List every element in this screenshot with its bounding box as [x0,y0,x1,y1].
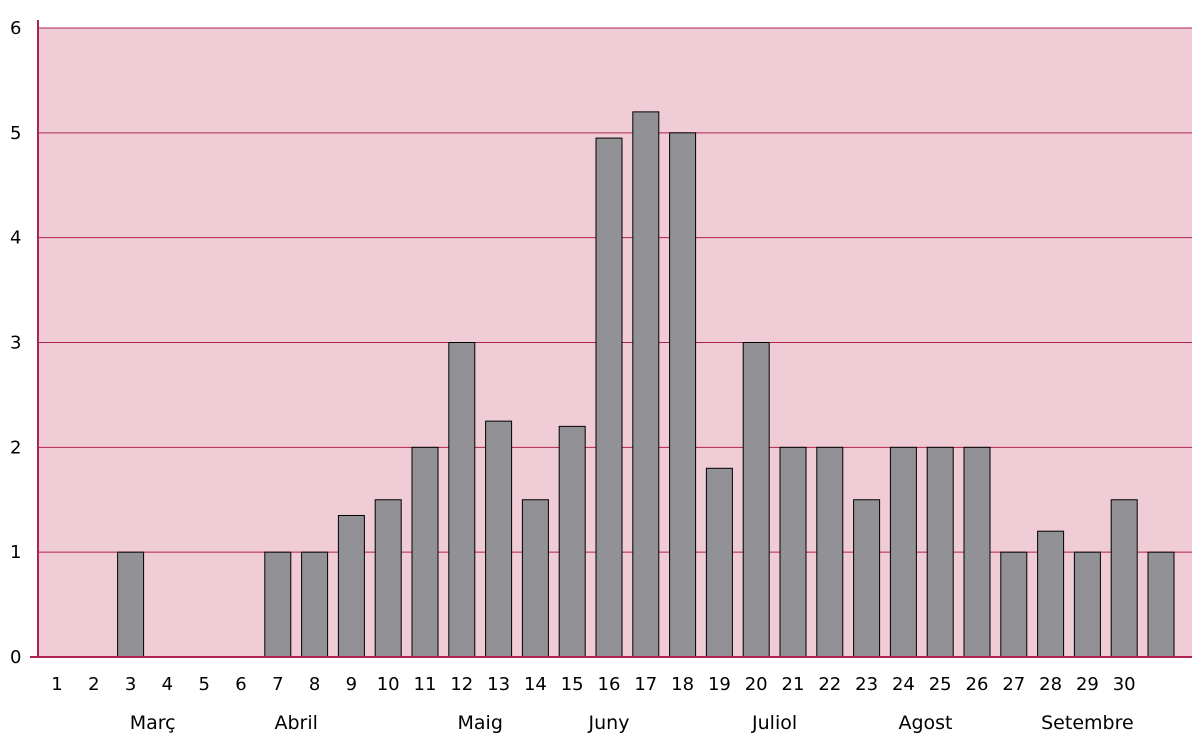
bar [448,342,476,658]
bar [669,132,697,658]
bars [117,111,1175,658]
x-tick-label: 6 [235,674,246,695]
x-tick-label: 27 [1002,674,1025,695]
bar [963,446,991,658]
x-tick-label: 12 [450,674,473,695]
x-tick-label: 10 [377,674,400,695]
x-tick-label: 3 [125,674,136,695]
bar [595,137,623,658]
bar [816,446,844,658]
bar [521,499,549,658]
y-tick-label: 4 [10,228,21,249]
x-tick-label: 1 [51,674,62,695]
bar [1110,499,1138,658]
x-tick-label: 25 [929,674,952,695]
month-label: Març [130,712,176,734]
bar [853,499,881,658]
month-label: Setembre [1041,712,1134,734]
x-tick-label: 15 [561,674,584,695]
x-tick-labels: 1 2 3 4 5 6 7 8 9 10 11 12 13 14 15 16 17 18 19 20 21 22 23 24 2… [51,674,1135,695]
y-tick-label: 5 [10,123,21,144]
x-tick-label: 17 [634,674,657,695]
x-tick-label: 2 [88,674,99,695]
bar [779,446,807,658]
x-tick-label: 7 [272,674,283,695]
bar [1073,551,1101,658]
month-label: Juliol [751,712,797,734]
bar [1037,530,1065,658]
x-tick-label: 8 [309,674,320,695]
bar [742,342,770,658]
bar [1147,551,1175,658]
x-tick-label: 18 [671,674,694,695]
bar [705,467,733,658]
month-labels: Març Abril Maig Juny Juliol Agost Setembre [130,712,1134,734]
bar [264,551,292,658]
x-tick-label: 13 [487,674,510,695]
month-label: Agost [898,712,952,734]
x-tick-label: 9 [346,674,357,695]
x-tick-label: 23 [855,674,878,695]
x-tick-label: 21 [782,674,805,695]
y-tick-label: 3 [10,333,21,354]
x-tick-label: 22 [818,674,841,695]
bar [889,446,917,658]
bar [301,551,329,658]
y-tick-label: 0 [10,647,21,668]
x-tick-label: 14 [524,674,547,695]
bar [558,425,586,658]
x-tick-label: 26 [966,674,989,695]
axes [30,20,1192,658]
month-label: Abril [274,712,317,734]
bar [485,420,513,658]
bar [374,499,402,658]
month-label: Maig [458,712,503,734]
y-tick-label: 6 [10,18,21,39]
x-tick-label: 24 [892,674,915,695]
bar [117,551,145,658]
y-tick-label: 2 [10,437,21,458]
bar [632,111,660,658]
bar [926,446,954,658]
x-tick-label: 11 [414,674,437,695]
bar [1000,551,1028,658]
bar [337,514,365,658]
x-tick-label: 16 [598,674,621,695]
y-tick-labels: 0 1 2 3 4 5 6 [10,18,21,668]
x-tick-label: 30 [1113,674,1136,695]
x-tick-label: 5 [198,674,209,695]
y-tick-label: 1 [10,542,21,563]
x-tick-label: 29 [1076,674,1099,695]
bar [411,446,439,658]
month-label: Juny [588,712,630,734]
x-tick-label: 20 [745,674,768,695]
x-tick-label: 19 [708,674,731,695]
x-tick-label: 28 [1039,674,1062,695]
x-tick-label: 4 [162,674,173,695]
